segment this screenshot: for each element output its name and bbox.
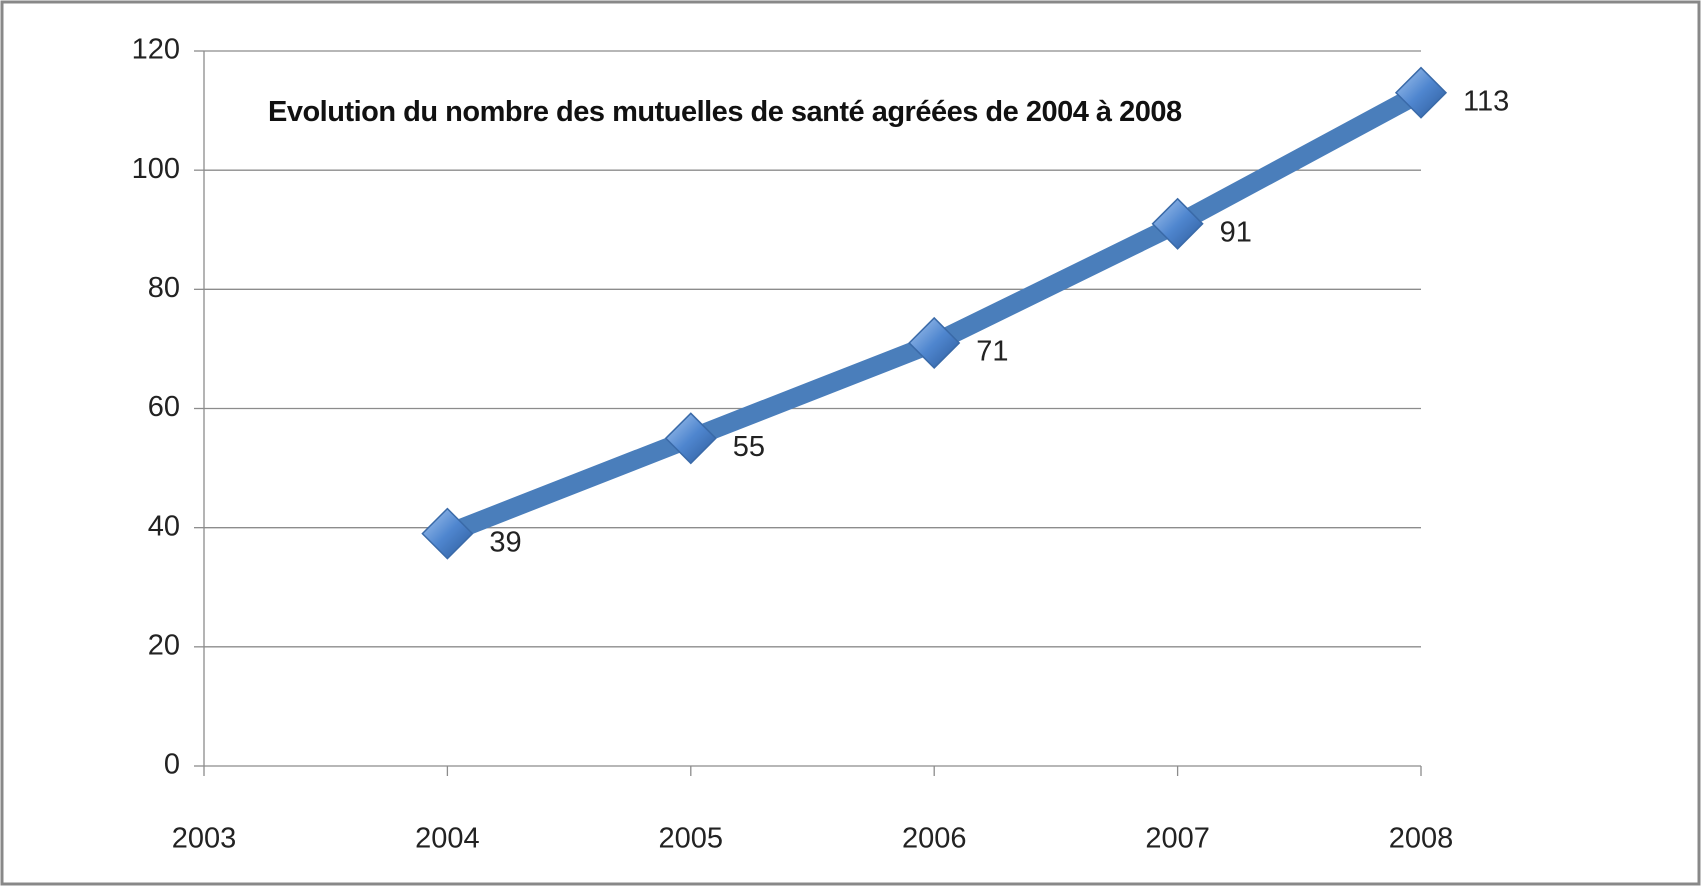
data-label: 55 <box>733 431 765 463</box>
title-box: Evolution du nombre des mutuelles de san… <box>268 96 1182 128</box>
marker <box>1151 197 1204 250</box>
data-label: 71 <box>976 336 1008 368</box>
grid-layer <box>194 50 1422 776</box>
x-tick-label: 2006 <box>902 823 967 855</box>
marker <box>1394 66 1448 119</box>
data-label: 39 <box>489 526 521 558</box>
x-tick-label: 2005 <box>659 823 724 855</box>
y-tick-label: 80 <box>148 272 180 304</box>
y-tick-label: 0 <box>164 749 180 781</box>
data-label: 113 <box>1463 85 1509 117</box>
marker <box>421 507 474 560</box>
x-tick-label: 2008 <box>1389 823 1454 855</box>
marker <box>664 412 717 465</box>
data-label: 91 <box>1220 216 1252 248</box>
y-tick-label: 120 <box>132 34 180 66</box>
x-tick-label: 2003 <box>172 823 237 855</box>
y-tick-label: 100 <box>132 153 180 185</box>
y-tick-label: 40 <box>148 510 180 542</box>
marker <box>908 316 961 370</box>
series-layer <box>421 66 1448 560</box>
x-tick-label: 2007 <box>1145 823 1210 855</box>
y-tick-label: 60 <box>148 391 180 423</box>
y-tick-label: 20 <box>148 629 180 661</box>
chart-title: Evolution du nombre des mutuelles de san… <box>268 96 1182 128</box>
x-tick-label: 2004 <box>415 823 480 855</box>
